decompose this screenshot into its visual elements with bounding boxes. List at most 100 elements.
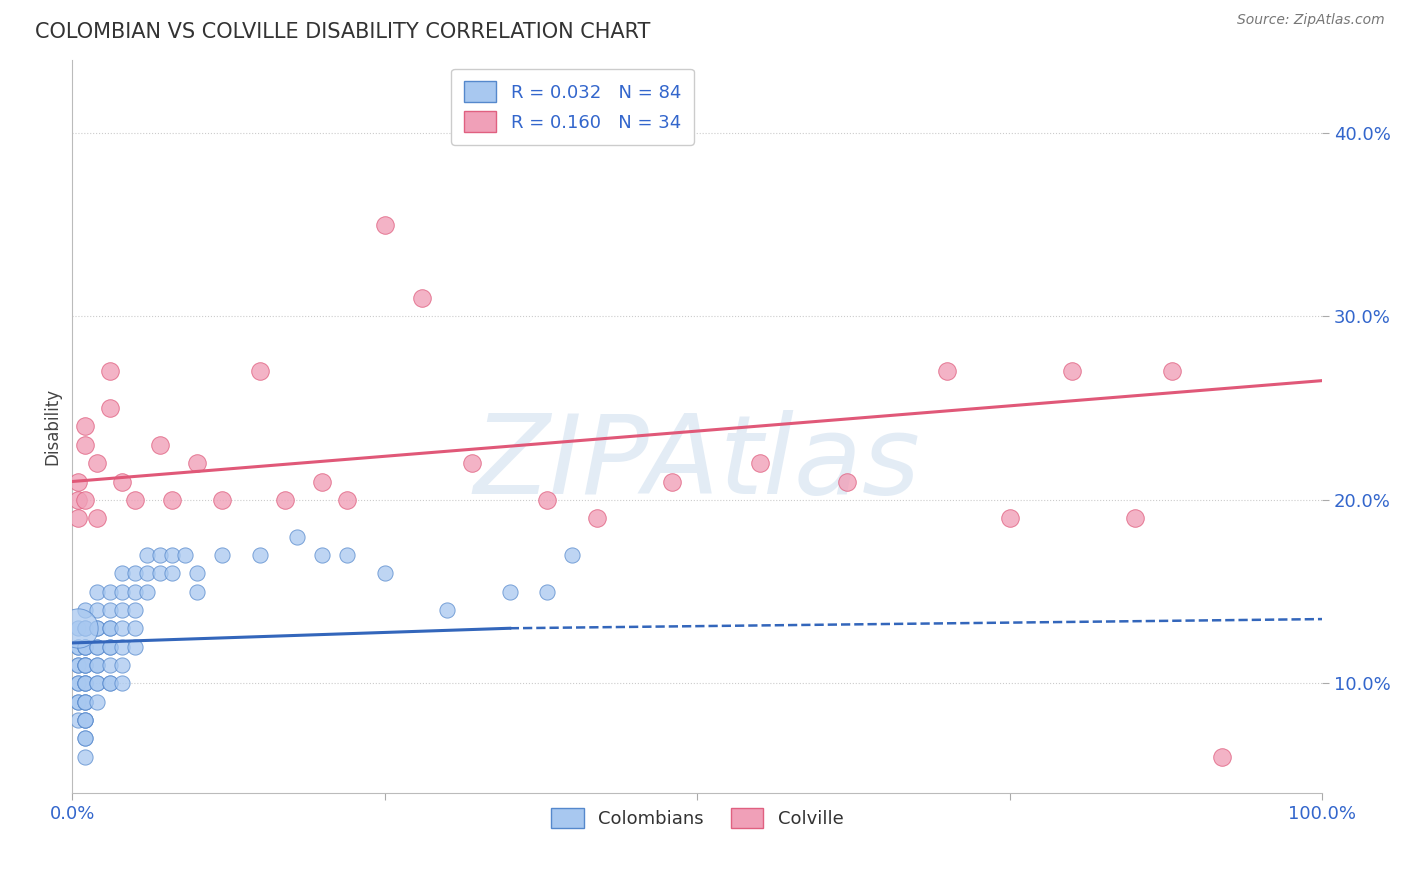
Point <box>136 584 159 599</box>
Point <box>98 676 121 690</box>
Point <box>111 621 134 635</box>
Point <box>86 511 108 525</box>
Point <box>285 529 308 543</box>
Point <box>73 621 96 635</box>
Point <box>98 621 121 635</box>
Point <box>98 364 121 378</box>
Point <box>162 566 184 581</box>
Point <box>124 640 146 654</box>
Point <box>211 492 233 507</box>
Text: ZIPAtlas: ZIPAtlas <box>474 409 921 516</box>
Point <box>336 492 359 507</box>
Point <box>998 511 1021 525</box>
Point <box>67 511 90 525</box>
Y-axis label: Disability: Disability <box>44 388 60 465</box>
Point <box>936 364 959 378</box>
Point <box>86 640 108 654</box>
Point <box>86 456 108 470</box>
Point <box>73 640 96 654</box>
Point <box>67 657 90 672</box>
Point <box>67 713 90 727</box>
Point <box>1062 364 1084 378</box>
Point <box>73 492 96 507</box>
Point <box>461 456 484 470</box>
Point <box>136 548 159 562</box>
Point <box>73 603 96 617</box>
Point <box>73 676 96 690</box>
Point <box>661 475 683 489</box>
Point <box>73 640 96 654</box>
Point <box>436 603 458 617</box>
Point <box>1161 364 1184 378</box>
Point <box>86 676 108 690</box>
Point <box>73 731 96 746</box>
Point <box>67 657 90 672</box>
Point <box>124 603 146 617</box>
Point <box>1211 749 1233 764</box>
Point <box>67 676 90 690</box>
Point <box>67 676 90 690</box>
Point <box>73 419 96 434</box>
Point <box>149 548 172 562</box>
Point <box>73 657 96 672</box>
Point <box>73 731 96 746</box>
Point <box>67 640 90 654</box>
Point <box>499 584 522 599</box>
Point <box>67 695 90 709</box>
Point <box>186 584 208 599</box>
Point <box>73 438 96 452</box>
Point <box>124 492 146 507</box>
Point <box>98 621 121 635</box>
Point <box>86 584 108 599</box>
Point <box>274 492 297 507</box>
Point <box>173 548 195 562</box>
Point <box>536 584 558 599</box>
Point <box>73 676 96 690</box>
Point <box>73 657 96 672</box>
Point <box>249 548 271 562</box>
Point <box>111 657 134 672</box>
Text: Source: ZipAtlas.com: Source: ZipAtlas.com <box>1237 13 1385 28</box>
Point <box>586 511 609 525</box>
Point <box>136 566 159 581</box>
Point <box>67 492 90 507</box>
Point <box>73 713 96 727</box>
Point <box>249 364 271 378</box>
Point <box>73 713 96 727</box>
Point <box>186 566 208 581</box>
Point <box>111 475 134 489</box>
Point <box>374 566 396 581</box>
Point <box>86 695 108 709</box>
Point <box>73 676 96 690</box>
Point <box>124 566 146 581</box>
Point <box>98 603 121 617</box>
Point <box>86 657 108 672</box>
Point <box>111 566 134 581</box>
Point <box>1123 511 1146 525</box>
Point <box>149 438 172 452</box>
Point <box>98 640 121 654</box>
Point <box>67 621 90 635</box>
Point <box>124 584 146 599</box>
Point <box>336 548 359 562</box>
Legend: Colombians, Colville: Colombians, Colville <box>544 800 851 836</box>
Point <box>73 621 96 635</box>
Point <box>111 676 134 690</box>
Point <box>86 676 108 690</box>
Point <box>111 640 134 654</box>
Point <box>98 640 121 654</box>
Point <box>67 640 90 654</box>
Point <box>98 676 121 690</box>
Point <box>67 695 90 709</box>
Point <box>73 695 96 709</box>
Point <box>162 492 184 507</box>
Point <box>73 695 96 709</box>
Point <box>211 548 233 562</box>
Point <box>536 492 558 507</box>
Point <box>374 218 396 232</box>
Point <box>186 456 208 470</box>
Point <box>748 456 770 470</box>
Point <box>67 475 90 489</box>
Point <box>86 657 108 672</box>
Point <box>73 749 96 764</box>
